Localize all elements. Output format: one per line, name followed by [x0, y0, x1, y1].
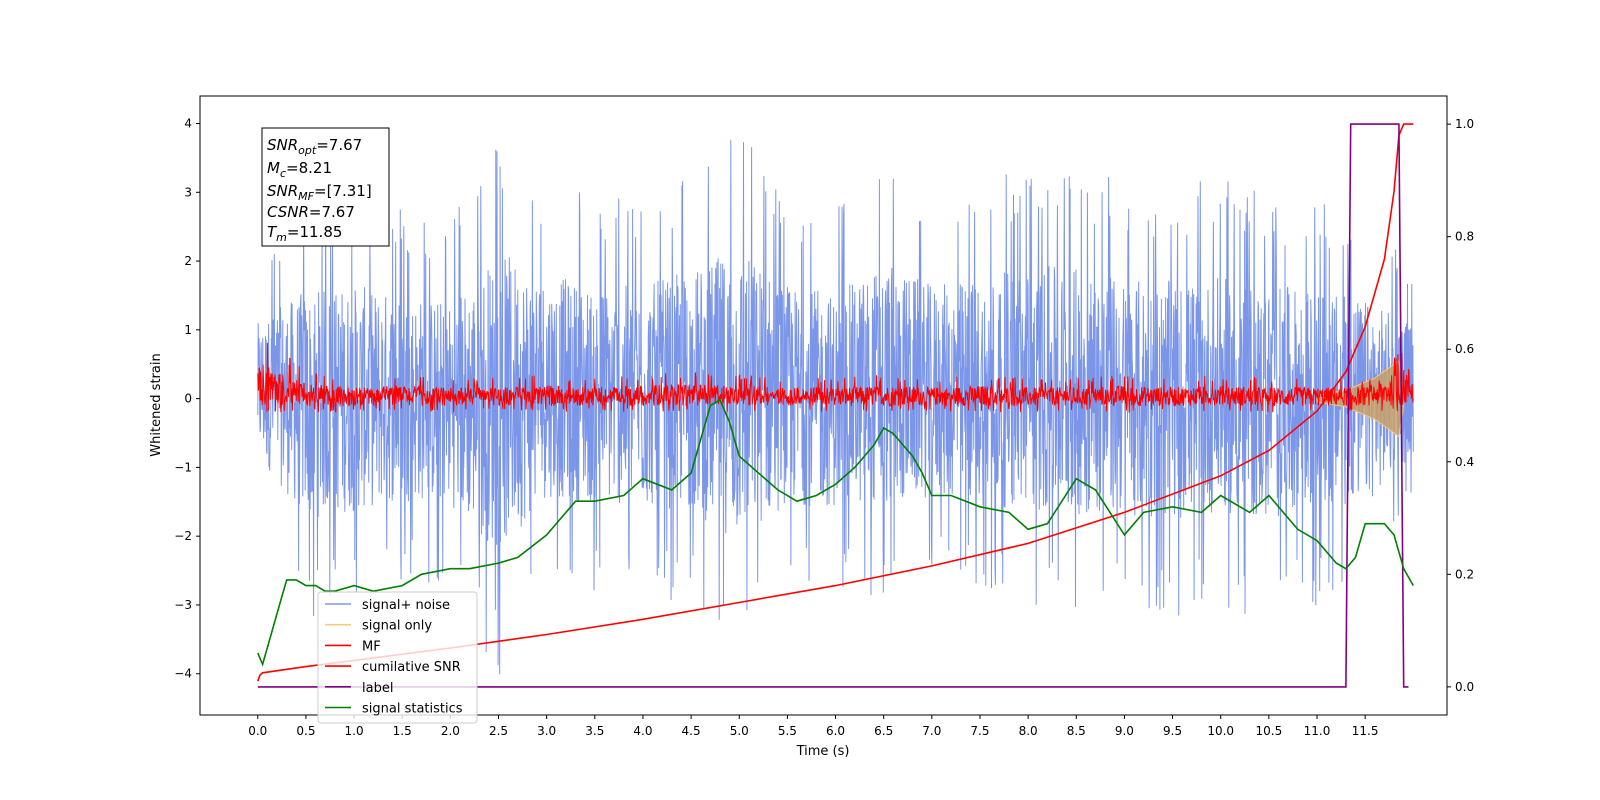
y-tick-label: 1 — [184, 323, 192, 337]
x-tick-label: 7.0 — [922, 724, 941, 738]
y2-tick-label: 0.6 — [1455, 342, 1474, 356]
x-tick-label: 2.5 — [489, 724, 508, 738]
y-tick-label: −4 — [174, 667, 192, 681]
x-tick-label: 6.5 — [874, 724, 893, 738]
annotation-tm: Tm=11.85 — [267, 223, 342, 244]
annotation-csnr: CSNR=7.67 — [267, 203, 355, 221]
y-tick-label: 3 — [184, 185, 192, 199]
legend-label: label — [362, 681, 393, 696]
legend: signal+ noise signal only MF cumilative SNR… — [317, 591, 478, 724]
stats-annotation: SNRopt=7.67 Mc=8.21 SNRMF=[7.31] CSNR=7.… — [261, 127, 390, 247]
y-axis-right: 0.0 0.2 0.4 0.6 0.8 1.0 — [1447, 117, 1474, 694]
annotation-snr-mf: SNRMF=[7.31] — [267, 182, 372, 203]
x-tick-label: 10.5 — [1255, 724, 1282, 738]
series-signal-statistics — [257, 398, 1414, 667]
x-tick-label: 8.5 — [1067, 724, 1086, 738]
legend-label: MF — [362, 639, 381, 654]
x-tick-label: 6.0 — [826, 724, 845, 738]
x-tick-label: 11.0 — [1304, 724, 1331, 738]
y2-tick-label: 0.8 — [1455, 230, 1474, 244]
x-axis-label: Time (s) — [796, 744, 850, 759]
x-tick-label: 9.5 — [1163, 724, 1182, 738]
y-tick-label: 2 — [184, 254, 192, 268]
annotation-snr-opt: SNRopt=7.67 — [267, 136, 362, 157]
series-label — [257, 123, 1409, 688]
y2-tick-label: 0.2 — [1455, 567, 1474, 581]
y-tick-label: 0 — [184, 392, 192, 406]
y2-tick-label: 0.4 — [1455, 455, 1474, 469]
series-signal-plus-noise — [257, 140, 1414, 675]
x-tick-label: 3.5 — [585, 724, 604, 738]
x-tick-label: 2.0 — [441, 724, 460, 738]
x-tick-label: 11.5 — [1352, 724, 1379, 738]
x-tick-label: 1.0 — [345, 724, 364, 738]
plot-frame — [199, 95, 1448, 716]
x-tick-label: 3.0 — [537, 724, 556, 738]
legend-label: signal only — [362, 619, 432, 634]
annotation-mc: Mc=8.21 — [267, 159, 332, 180]
x-tick-label: 0.5 — [296, 724, 315, 738]
x-tick-label: 8.0 — [1019, 724, 1038, 738]
stats-annotation-box — [261, 127, 390, 247]
y-axis-left: −4 −3 −2 −1 0 1 2 3 4 — [174, 117, 200, 681]
legend-box — [317, 591, 478, 724]
x-tick-label: 5.5 — [778, 724, 797, 738]
x-tick-label: 0.0 — [248, 724, 267, 738]
y-axis-label: Whitened strain — [149, 353, 164, 456]
y-tick-label: 4 — [184, 117, 192, 131]
y-tick-label: −3 — [174, 598, 192, 612]
x-axis: 0.0 0.5 1.0 1.5 2.0 2.5 3.0 3.5 4.0 4.5 5.0 5.5 6.0 6… — [248, 715, 1379, 738]
x-tick-label: 10.0 — [1207, 724, 1234, 738]
y2-tick-label: 1.0 — [1455, 117, 1474, 131]
legend-label: signal+ noise — [362, 598, 450, 613]
x-tick-label: 9.0 — [1115, 724, 1134, 738]
x-tick-label: 4.0 — [633, 724, 652, 738]
series-mf — [257, 342, 1414, 413]
legend-label: signal statistics — [362, 702, 463, 717]
y-tick-label: −1 — [174, 460, 192, 474]
x-tick-label: 1.5 — [393, 724, 412, 738]
legend-label: cumilative SNR — [362, 660, 461, 675]
y2-tick-label: 0.0 — [1455, 680, 1474, 694]
x-tick-label: 4.5 — [682, 724, 701, 738]
x-tick-label: 5.0 — [730, 724, 749, 738]
y-tick-label: −2 — [174, 529, 192, 543]
x-tick-label: 7.5 — [970, 724, 989, 738]
